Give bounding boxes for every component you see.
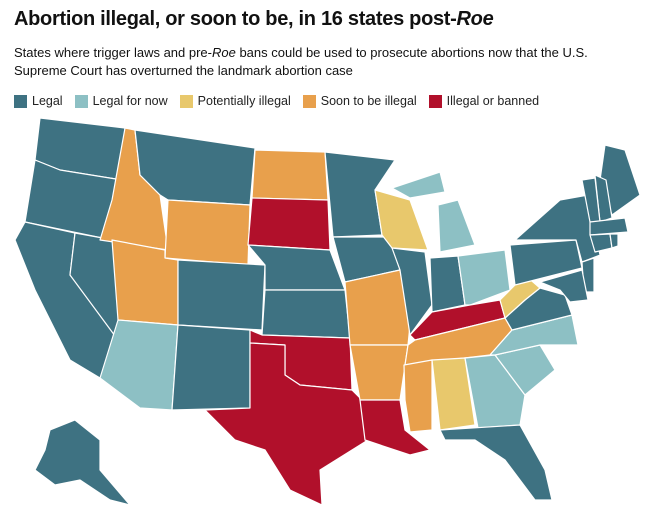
- state: [391, 171, 446, 199]
- state: [499, 274, 541, 319]
- legend-item: Legal for now: [74, 94, 168, 108]
- state: [391, 247, 433, 336]
- state: [349, 344, 409, 401]
- state: [344, 269, 411, 346]
- legend-item: Illegal or banned: [428, 94, 540, 108]
- legend-label: Soon to be illegal: [320, 94, 417, 108]
- legend: Legal Legal for now Potentially illegal Soo…: [14, 94, 539, 108]
- legend-item: Legal: [14, 94, 63, 108]
- legend-swatch: [14, 94, 27, 108]
- legend-swatch: [302, 94, 316, 108]
- state: [261, 289, 351, 339]
- state: [589, 217, 629, 236]
- state: [403, 359, 433, 433]
- state: [251, 149, 329, 201]
- legend-label: Illegal or banned: [446, 94, 540, 108]
- state: [599, 144, 641, 216]
- subtitle-italic: Roe: [211, 45, 236, 60]
- state: [439, 424, 553, 501]
- title-italic: Roe: [456, 8, 494, 30]
- state: [539, 269, 589, 303]
- state: [437, 199, 476, 253]
- legend-item: Potentially illegal: [179, 94, 291, 108]
- state: [204, 342, 369, 506]
- title: Abortion illegal, or soon to be, in 16 s…: [14, 8, 494, 31]
- legend-swatch: [428, 94, 442, 108]
- legend-swatch: [179, 94, 193, 108]
- state: [247, 197, 331, 251]
- state: [99, 319, 179, 411]
- state: [374, 189, 429, 251]
- state: [431, 357, 476, 431]
- state: [609, 233, 619, 249]
- state: [457, 249, 511, 306]
- state: [34, 419, 131, 506]
- state: [177, 259, 266, 331]
- state: [171, 324, 251, 411]
- legend-item: Soon to be illegal: [302, 94, 417, 108]
- legend-label: Potentially illegal: [197, 94, 291, 108]
- legend-label: Legal for now: [92, 94, 168, 108]
- state: [359, 399, 431, 456]
- legend-label: Legal: [32, 94, 63, 108]
- legend-swatch: [74, 94, 88, 108]
- title-text: Abortion illegal, or soon to be, in 16 s…: [14, 8, 457, 30]
- state: [514, 194, 601, 263]
- state: [164, 199, 251, 266]
- subtitle-text: States where trigger laws and pre-: [14, 45, 212, 60]
- subtitle: States where trigger laws and pre-Roe ba…: [14, 44, 634, 80]
- subtitle-text: bans could be used to prosecute abortion…: [14, 45, 588, 78]
